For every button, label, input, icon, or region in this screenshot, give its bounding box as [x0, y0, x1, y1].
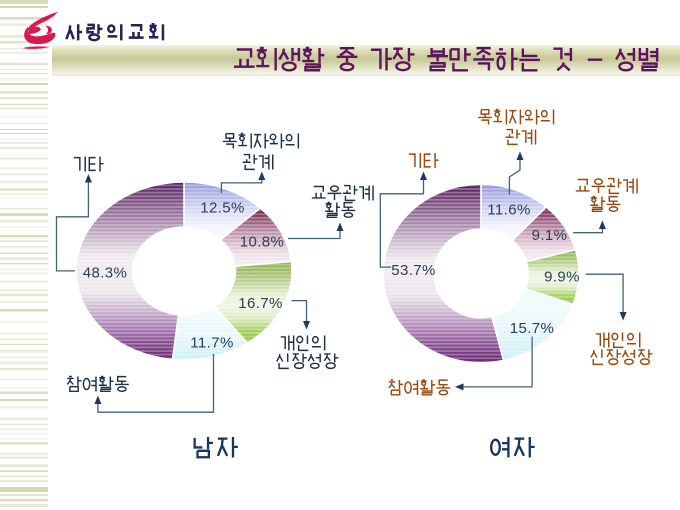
- svg-text:9.1%: 9.1%: [532, 227, 568, 244]
- svg-text:12.5%: 12.5%: [200, 200, 245, 217]
- svg-text:11.7%: 11.7%: [190, 335, 233, 352]
- svg-text:48.3%: 48.3%: [83, 265, 128, 282]
- svg-text:53.7%: 53.7%: [391, 262, 436, 279]
- svg-text:9.9%: 9.9%: [544, 269, 580, 286]
- svg-text:16.7%: 16.7%: [238, 295, 283, 312]
- svg-text:15.7%: 15.7%: [510, 320, 555, 337]
- svg-text:10.8%: 10.8%: [240, 234, 285, 251]
- svg-text:11.6%: 11.6%: [487, 202, 530, 219]
